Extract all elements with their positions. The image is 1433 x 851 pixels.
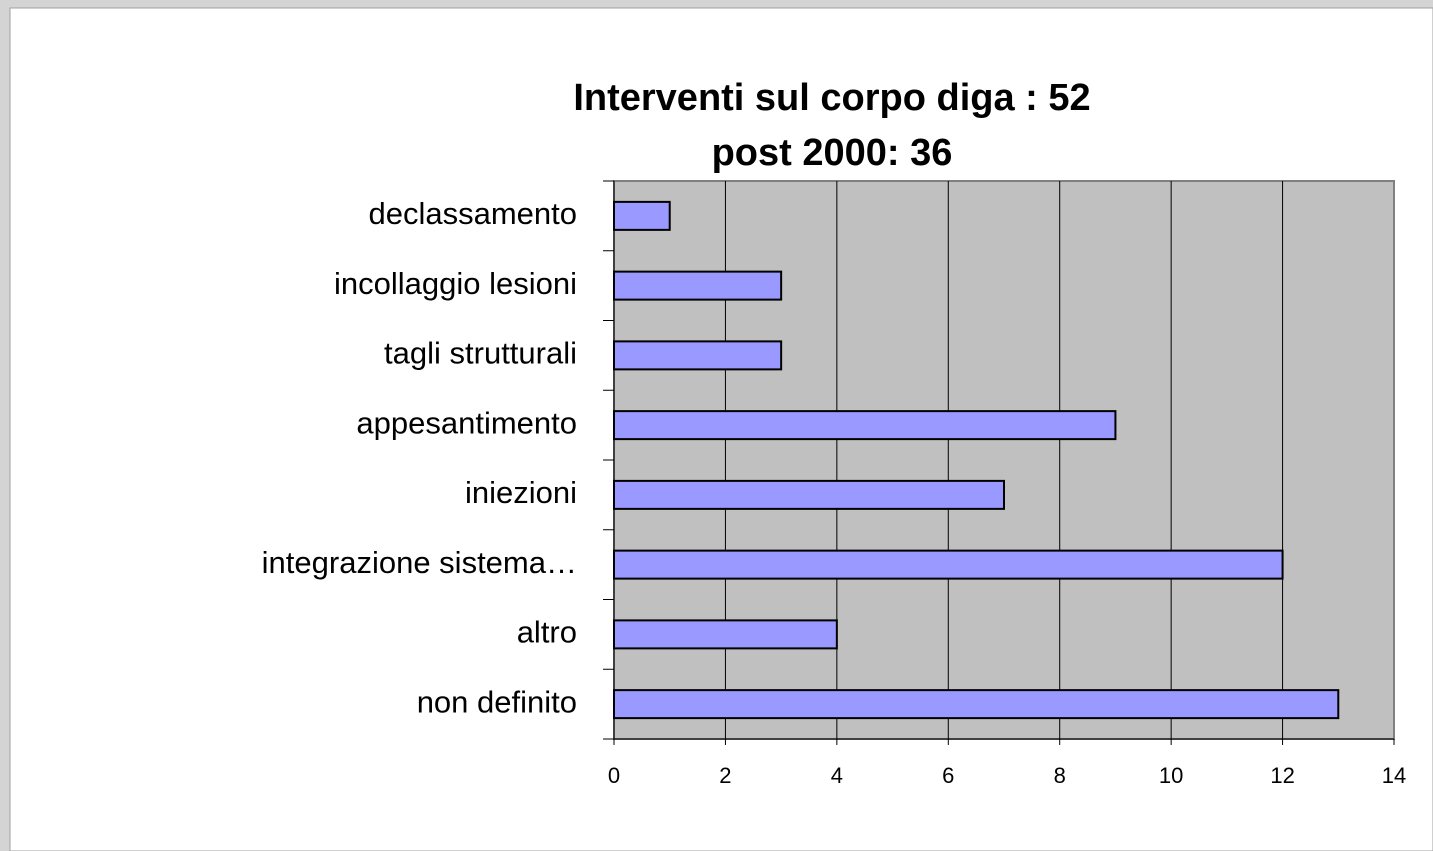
y-tick-label: tagli strutturali [384, 336, 577, 371]
y-tick-label: integrazione sistema… [262, 545, 577, 580]
bar [613, 479, 1005, 510]
bar [613, 410, 1117, 441]
bar [613, 270, 783, 301]
y-tick-label: declassamento [368, 196, 577, 231]
x-tick-label: 8 [1054, 763, 1066, 788]
bar [613, 689, 1340, 720]
bar [613, 340, 783, 371]
x-tick-label: 0 [608, 763, 620, 788]
plot-area [613, 180, 1395, 740]
y-tick-label: non definito [417, 684, 577, 719]
y-tick-label: iniezioni [465, 475, 577, 510]
bar [613, 549, 1284, 580]
chart-title: post 2000: 36 [712, 132, 953, 174]
x-tick-label: 4 [831, 763, 843, 788]
y-tick-label: altro [517, 615, 577, 650]
x-tick-label: 12 [1270, 763, 1294, 788]
bar [613, 200, 671, 231]
x-tick-label: 14 [1382, 763, 1406, 788]
chart-title: Interventi sul corpo diga : 52 [573, 77, 1090, 119]
x-tick-label: 10 [1159, 763, 1183, 788]
bar [613, 619, 838, 650]
y-tick-label: appesantimento [356, 405, 577, 440]
x-tick-label: 6 [942, 763, 954, 788]
x-tick-label: 2 [719, 763, 731, 788]
y-tick-label: incollaggio lesioni [334, 266, 577, 301]
